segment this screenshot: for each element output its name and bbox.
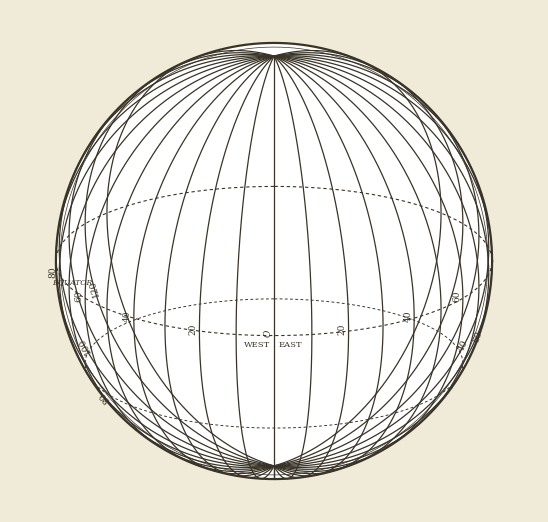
Circle shape (56, 43, 492, 479)
Text: 20: 20 (338, 323, 347, 335)
Text: 80: 80 (98, 390, 112, 405)
Text: 60: 60 (75, 290, 83, 302)
Text: O: O (263, 330, 272, 337)
Text: 60: 60 (472, 330, 484, 343)
Text: EAST: EAST (279, 341, 302, 349)
Text: 20: 20 (189, 323, 198, 335)
Text: 40: 40 (457, 339, 470, 353)
Text: WEST: WEST (244, 341, 271, 349)
Text: 40: 40 (123, 310, 132, 322)
Text: 120: 120 (88, 279, 101, 298)
Text: 40: 40 (403, 310, 413, 322)
Text: EQUATOR: EQUATOR (52, 278, 92, 286)
Text: 80: 80 (48, 266, 58, 278)
Text: 60: 60 (452, 290, 461, 302)
Text: 100: 100 (76, 336, 93, 355)
